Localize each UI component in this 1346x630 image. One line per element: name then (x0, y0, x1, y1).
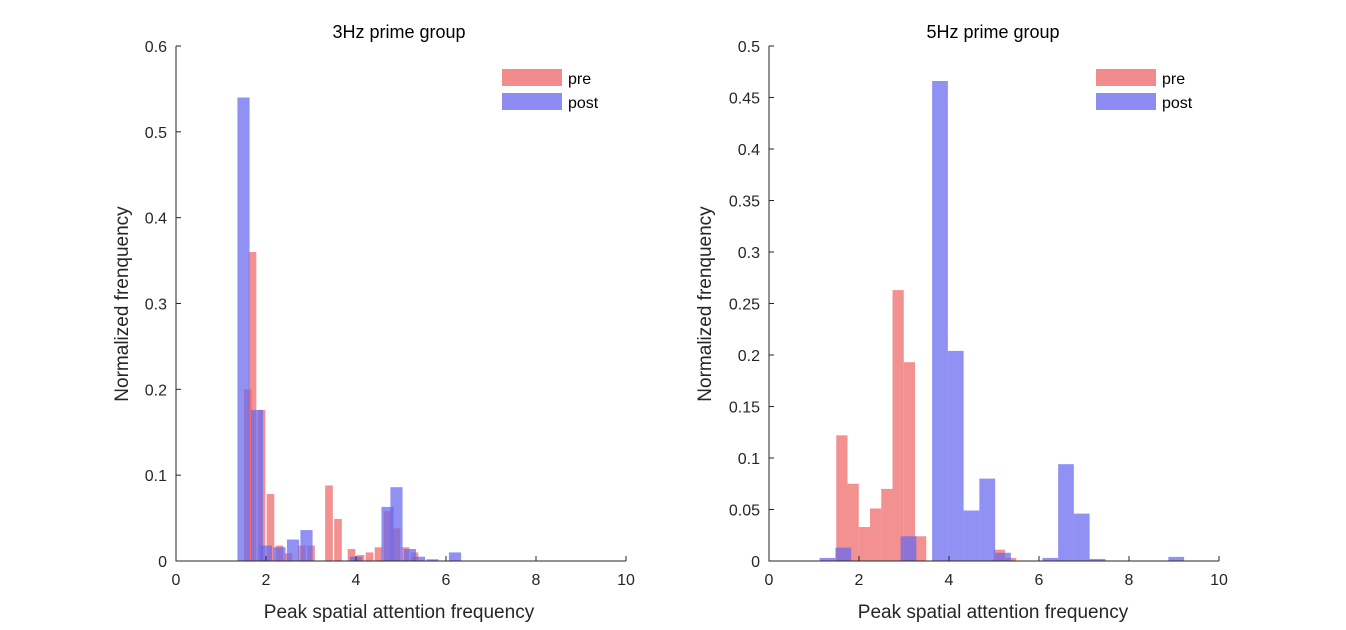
x-tick-label: 4 (352, 572, 361, 589)
bar-pre (903, 362, 916, 561)
x-axis-label: Peak spatial attention frequency (264, 602, 535, 623)
chart-title: 5Hz prime group (926, 22, 1059, 42)
y-tick-label: 0.3 (738, 245, 760, 262)
bar-post (237, 97, 250, 561)
x-tick-label: 10 (1210, 572, 1228, 589)
bar-post (412, 556, 426, 561)
bar-post (835, 547, 852, 561)
y-tick-label: 0.2 (145, 382, 167, 399)
x-tick-label: 0 (765, 572, 774, 589)
bar-pre (266, 494, 275, 561)
legend: pre post (1096, 69, 1193, 112)
y-tick-label: 0.45 (729, 91, 760, 108)
y-axis: 0 0.1 0.2 0.3 0.4 0.5 0.6 (145, 39, 181, 571)
y-tick-label: 0.05 (729, 503, 760, 520)
bar-post (1042, 557, 1059, 561)
y-tick-label: 0.1 (145, 468, 167, 485)
x-tick-label: 8 (532, 572, 541, 589)
bar-post (390, 487, 403, 561)
x-tick-label: 8 (1125, 572, 1134, 589)
bar-post (250, 409, 264, 561)
bar-post (995, 552, 1011, 561)
y-tick-label: 0.1 (738, 451, 760, 468)
bar-pre (892, 290, 904, 561)
bar-post (947, 350, 964, 561)
bar-pre (847, 483, 859, 561)
bar-post (1073, 513, 1090, 561)
bar-post (426, 559, 439, 561)
y-tick-label: 0.5 (145, 125, 167, 142)
bar-post (1168, 556, 1185, 561)
bar-post (286, 539, 300, 561)
x-axis: 0 2 4 6 8 10 (172, 556, 635, 589)
y-tick-label: 0.6 (145, 39, 167, 56)
bar-post (932, 81, 948, 562)
y-tick-label: 0.4 (145, 211, 167, 228)
bar-pre (248, 252, 257, 561)
bar-post (300, 530, 313, 561)
bar-post (273, 547, 286, 561)
chart-title: 3Hz prime group (332, 22, 465, 42)
x-tick-label: 6 (1035, 572, 1044, 589)
bar-post (448, 552, 462, 561)
legend-label-pre: pre (1162, 71, 1185, 88)
bar-pre (870, 508, 882, 561)
x-axis: 0 2 4 6 8 10 (765, 556, 1228, 589)
legend-label-post: post (568, 95, 599, 112)
legend-swatch-pre (502, 69, 562, 86)
y-tick-label: 0 (158, 554, 167, 571)
y-tick-label: 0 (751, 554, 760, 571)
legend-label-post: post (1162, 95, 1193, 112)
y-tick-label: 0.2 (738, 348, 760, 365)
bar-post (1089, 558, 1106, 561)
x-tick-label: 6 (442, 572, 451, 589)
chart-3hz-prime-group: 3Hz prime group 0 0.1 0.2 0.3 0.4 0.5 0.6 0 2 4 6… (112, 22, 635, 623)
bar-pre (365, 552, 374, 561)
bar-pre (858, 527, 871, 561)
y-axis-label: Normalized frenquency (695, 206, 716, 402)
x-tick-label: 0 (172, 572, 181, 589)
y-tick-label: 0.25 (729, 297, 760, 314)
bar-post (979, 478, 996, 561)
bar-post (900, 536, 917, 561)
bar-pre (915, 536, 927, 561)
x-tick-label: 10 (617, 572, 635, 589)
bar-post (259, 545, 273, 561)
x-tick-label: 2 (855, 572, 864, 589)
bar-pre (347, 548, 356, 561)
bar-pre (325, 485, 333, 561)
bars-layer (237, 97, 462, 561)
bar-pre (836, 435, 848, 561)
legend-swatch-post (1096, 93, 1156, 110)
chart-5hz-prime-group: 5Hz prime group 0 0.05 0.1 0.15 0.2 0.25 0.3 0.… (695, 22, 1228, 623)
bar-pre (881, 488, 893, 561)
bar-pre (334, 518, 342, 561)
legend-swatch-pre (1096, 69, 1156, 86)
bars-layer (819, 81, 1185, 562)
legend: pre post (502, 69, 599, 112)
y-tick-label: 0.35 (729, 194, 760, 211)
x-axis-label: Peak spatial attention frequency (858, 602, 1129, 623)
bar-post (1058, 464, 1074, 561)
x-tick-label: 2 (262, 572, 271, 589)
bar-post (963, 510, 980, 561)
x-tick-label: 4 (945, 572, 954, 589)
y-tick-label: 0.15 (729, 400, 760, 417)
y-tick-label: 0.4 (738, 142, 760, 159)
bar-pre (374, 547, 383, 561)
y-axis-label: Normalized frenquency (112, 206, 133, 402)
y-axis: 0 0.05 0.1 0.15 0.2 0.25 0.3 0.35 0.4 0.45 0.5 (729, 39, 774, 571)
legend-swatch-post (502, 93, 562, 110)
bar-post (819, 557, 836, 561)
y-tick-label: 0.3 (145, 297, 167, 314)
legend-label-pre: pre (568, 71, 591, 88)
y-tick-label: 0.5 (738, 39, 760, 56)
